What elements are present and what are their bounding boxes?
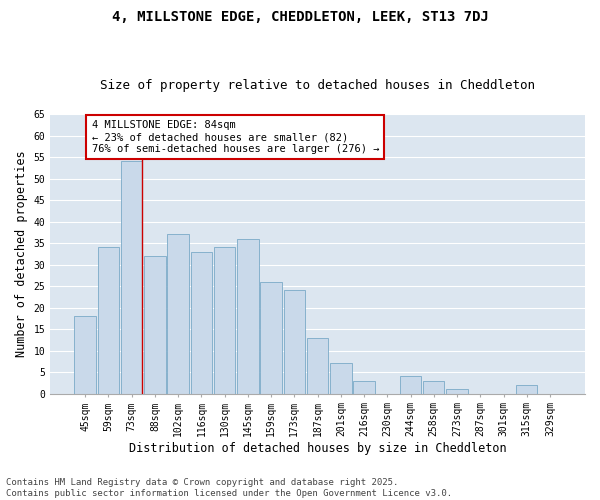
Bar [74, 316, 96, 394]
Text: Contains HM Land Registry data © Crown copyright and database right 2025.
Contai: Contains HM Land Registry data © Crown c… [6, 478, 452, 498]
Text: 4, MILLSTONE EDGE, CHEDDLETON, LEEK, ST13 7DJ: 4, MILLSTONE EDGE, CHEDDLETON, LEEK, ST1… [112, 10, 488, 24]
Bar [423, 380, 445, 394]
Bar [98, 248, 119, 394]
Bar [353, 380, 375, 394]
Bar [237, 238, 259, 394]
Bar [214, 248, 235, 394]
Bar [144, 256, 166, 394]
Bar [516, 385, 538, 394]
Bar [260, 282, 282, 394]
Bar [307, 338, 328, 394]
Bar [167, 234, 189, 394]
Bar [284, 290, 305, 394]
Bar [446, 390, 468, 394]
X-axis label: Distribution of detached houses by size in Cheddleton: Distribution of detached houses by size … [129, 442, 506, 455]
Title: Size of property relative to detached houses in Cheddleton: Size of property relative to detached ho… [100, 79, 535, 92]
Y-axis label: Number of detached properties: Number of detached properties [15, 150, 28, 357]
Bar [121, 162, 142, 394]
Bar [330, 364, 352, 394]
Bar [400, 376, 421, 394]
Text: 4 MILLSTONE EDGE: 84sqm
← 23% of detached houses are smaller (82)
76% of semi-de: 4 MILLSTONE EDGE: 84sqm ← 23% of detache… [92, 120, 379, 154]
Bar [191, 252, 212, 394]
